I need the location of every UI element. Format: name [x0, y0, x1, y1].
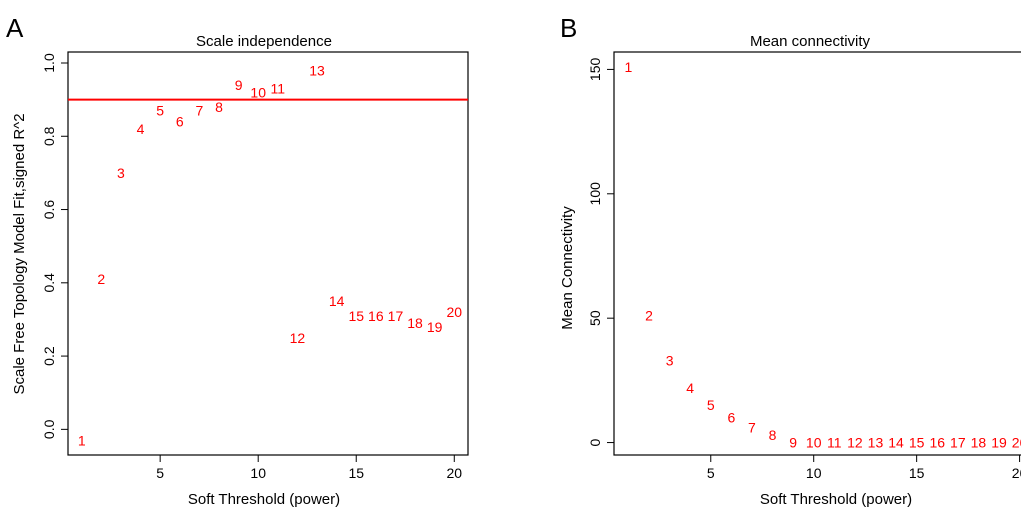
panel-a-point-label: 2 — [97, 271, 105, 287]
panel-b-point-label: 1 — [625, 59, 633, 75]
panel-a-point-label: 3 — [117, 165, 125, 181]
panel-b-y-axis-label: Mean Connectivity — [559, 206, 576, 330]
panel-a-point-label: 6 — [176, 114, 184, 130]
panel-a-x-tick-label: 5 — [156, 465, 164, 481]
panel-b-point-label: 20 — [1012, 435, 1021, 451]
panel-letter-b: B — [560, 13, 577, 43]
panel-a-y-tick-label: 0.6 — [41, 200, 57, 220]
panel-b-point-label: 15 — [909, 435, 925, 451]
panel-b-x-tick-label: 10 — [806, 465, 822, 481]
panel-b-point-label: 3 — [666, 352, 674, 368]
panel-a-point-label: 17 — [388, 308, 404, 324]
panel-a-point-label: 19 — [427, 319, 443, 335]
panel-b-point-label: 12 — [847, 435, 863, 451]
panel-a-x-tick-label: 15 — [348, 465, 364, 481]
panel-b-point-label: 6 — [727, 410, 735, 426]
panel-b-marks: 5101520050100150123456789101112131415161… — [587, 58, 1021, 481]
panel-a-point-label: 20 — [446, 304, 462, 320]
panel-a-point-label: 18 — [407, 315, 423, 331]
panel-b-point-label: 14 — [888, 435, 904, 451]
panel-b-title: Mean connectivity — [750, 33, 871, 50]
panel-a-x-axis-label: Soft Threshold (power) — [188, 491, 340, 508]
panel-a-point-label: 1 — [78, 432, 86, 448]
panel-a-title: Scale independence — [196, 33, 332, 50]
panel-letter-a: A — [6, 13, 24, 43]
panel-b-plot-frame — [613, 51, 1021, 456]
panel-a-point-label: 15 — [348, 308, 364, 324]
panel-a-point-label: 8 — [215, 99, 223, 115]
panel-a-point-label: 9 — [235, 77, 243, 93]
panel-b-point-label: 8 — [769, 427, 777, 443]
panel-b-x-tick-label: 15 — [909, 465, 925, 481]
panel-b-point-label: 10 — [806, 435, 822, 451]
panel-a-point-label: 4 — [137, 121, 145, 137]
panel-a-point-label: 13 — [309, 62, 325, 78]
panel-a: A Scale independence Soft Threshold (pow… — [6, 13, 469, 508]
panel-a-y-tick-label: 0.0 — [41, 419, 57, 439]
panel-a-point-label: 11 — [271, 81, 286, 97]
panel-b-point-label: 7 — [748, 420, 756, 436]
panel-b-point-label: 9 — [789, 435, 797, 451]
panel-a-y-tick-label: 1.0 — [41, 53, 57, 73]
panel-b-point-label: 19 — [991, 435, 1007, 451]
panel-b-point-label: 2 — [645, 308, 653, 324]
panel-a-point-label: 16 — [368, 308, 384, 324]
panel-a-plot-frame — [67, 51, 469, 456]
panel-b-x-tick-label: 20 — [1012, 465, 1021, 481]
panel-b-x-axis-label: Soft Threshold (power) — [760, 491, 912, 508]
panel-b-point-label: 4 — [686, 380, 694, 396]
panel-a-point-label: 12 — [290, 330, 306, 346]
panel-b-y-tick-label: 150 — [587, 58, 603, 82]
panel-a-x-tick-label: 20 — [446, 465, 462, 481]
panel-a-y-tick-label: 0.4 — [41, 273, 57, 293]
panel-a-point-label: 7 — [195, 103, 203, 119]
panel-b-y-tick-label: 50 — [587, 310, 603, 326]
panel-b-y-tick-label: 0 — [587, 438, 603, 446]
panel-b-point-label: 18 — [971, 435, 987, 451]
panel-b: B Mean connectivity Soft Threshold (powe… — [559, 13, 1021, 508]
panel-a-y-axis-label: Scale Free Topology Model Fit,signed R^2 — [11, 113, 28, 394]
panel-b-x-tick-label: 5 — [707, 465, 715, 481]
panel-a-y-tick-label: 0.8 — [41, 126, 57, 146]
panel-a-x-tick-label: 10 — [250, 465, 266, 481]
panel-a-point-label: 14 — [329, 293, 345, 309]
panel-a-point-label: 10 — [250, 84, 266, 100]
panel-b-point-label: 5 — [707, 397, 715, 413]
panel-b-point-label: 13 — [868, 435, 884, 451]
panel-a-y-tick-label: 0.2 — [41, 346, 57, 366]
panel-a-point-label: 5 — [156, 103, 164, 119]
panel-b-point-label: 11 — [827, 435, 842, 451]
panel-b-point-label: 16 — [929, 435, 945, 451]
panel-b-y-tick-label: 100 — [587, 182, 603, 206]
panel-b-point-label: 17 — [950, 435, 966, 451]
